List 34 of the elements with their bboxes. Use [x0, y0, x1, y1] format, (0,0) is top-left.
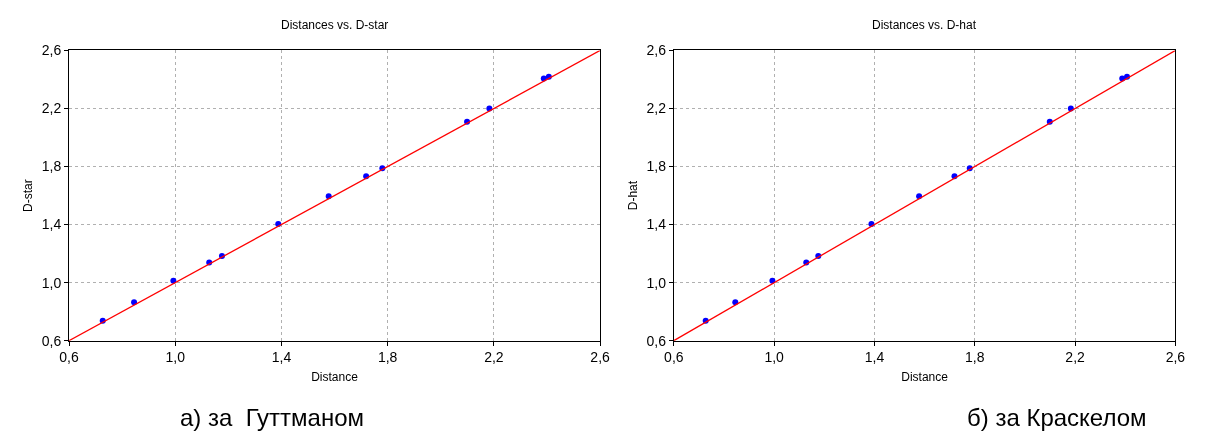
- y-axis-title: D-star: [21, 179, 36, 212]
- x-tick-label: 2,2: [484, 349, 504, 366]
- y-tick-label: 1,0: [646, 274, 667, 291]
- x-tick-label: 1,0: [764, 349, 785, 366]
- y-tick-label: 2,2: [41, 100, 62, 117]
- text: б) за Краскелом: [967, 404, 1147, 431]
- x-axis-title: Distance: [901, 370, 949, 385]
- x-tick-label: 2,6: [590, 349, 611, 366]
- x-tick-label: 1,8: [965, 349, 985, 366]
- x-tick-label: 2,2: [1065, 349, 1086, 366]
- x-tick-label: 2,6: [1165, 349, 1186, 366]
- y-tick-label: 1,4: [41, 216, 62, 233]
- y-tick-label: 1,8: [41, 158, 62, 175]
- y-tick-label: 2,6: [41, 42, 62, 59]
- x-tick-label: 1,0: [165, 349, 186, 366]
- chart-title: Distances vs. D-star: [281, 18, 389, 32]
- chart-title: Distances vs. D-hat: [872, 18, 977, 32]
- y-tick-label: 2,6: [646, 42, 667, 59]
- x-tick-label: 1,4: [864, 349, 885, 366]
- x-axis-title: Distance: [311, 370, 359, 385]
- y-tick-label: 0,6: [646, 332, 667, 349]
- x-tick-label: 0,6: [59, 349, 79, 366]
- x-tick-label: 1,8: [377, 349, 398, 366]
- x-tick-label: 0,6: [664, 349, 684, 366]
- x-tick-label: 1,4: [271, 349, 292, 366]
- y-tick-label: 1,4: [646, 216, 667, 233]
- y-tick-label: 1,0: [41, 274, 62, 291]
- y-tick-label: 2,2: [646, 100, 667, 117]
- y-tick-label: 0,6: [41, 332, 62, 349]
- y-axis-title: D-hat: [625, 180, 640, 211]
- point: [131, 299, 138, 306]
- point: [732, 299, 739, 306]
- text: а) за Гуттманом: [180, 404, 365, 431]
- y-tick-label: 1,8: [646, 158, 667, 175]
